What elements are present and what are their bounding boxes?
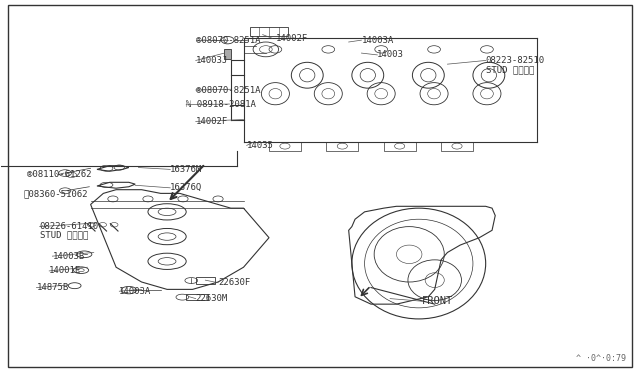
Text: 14003: 14003 — [378, 51, 404, 60]
Text: STUD スタッド: STUD スタッド — [486, 65, 534, 74]
Text: ^ ·0^·0:79: ^ ·0^·0:79 — [576, 354, 626, 363]
Text: ®08070-8251A: ®08070-8251A — [196, 36, 260, 45]
Text: ®08110-61262: ®08110-61262 — [27, 170, 92, 179]
Text: 22630F: 22630F — [218, 278, 250, 287]
Text: 16376Q: 16376Q — [170, 183, 202, 192]
Text: Ⓝ08360-51062: Ⓝ08360-51062 — [24, 189, 88, 198]
Bar — [196, 277, 215, 284]
Text: FRONT: FRONT — [422, 296, 453, 306]
Text: ®08070-8251A: ®08070-8251A — [196, 86, 260, 94]
Bar — [384, 142, 415, 151]
Text: 14002F: 14002F — [196, 117, 228, 126]
Text: 14875B: 14875B — [36, 283, 68, 292]
Bar — [225, 49, 231, 59]
Bar — [269, 142, 301, 151]
Text: 14003A: 14003A — [362, 36, 394, 45]
Text: 14035: 14035 — [246, 141, 273, 150]
Bar — [326, 142, 358, 151]
Text: 14003J: 14003J — [196, 56, 228, 65]
Text: STUD スタッド: STUD スタッド — [40, 230, 88, 239]
Text: 22630M: 22630M — [196, 294, 228, 303]
Text: 14003A: 14003A — [119, 287, 152, 296]
Bar — [250, 27, 288, 36]
Text: 14001E: 14001E — [49, 266, 81, 275]
Text: ℕ 08918-2081A: ℕ 08918-2081A — [186, 100, 256, 109]
Bar — [186, 294, 209, 301]
Text: 16376M: 16376M — [170, 165, 202, 174]
Text: 14003B: 14003B — [52, 251, 84, 261]
Text: 08226-61410: 08226-61410 — [40, 222, 99, 231]
Text: 08223-82510: 08223-82510 — [486, 56, 545, 65]
Bar — [441, 142, 473, 151]
Text: 14002F: 14002F — [275, 34, 308, 43]
